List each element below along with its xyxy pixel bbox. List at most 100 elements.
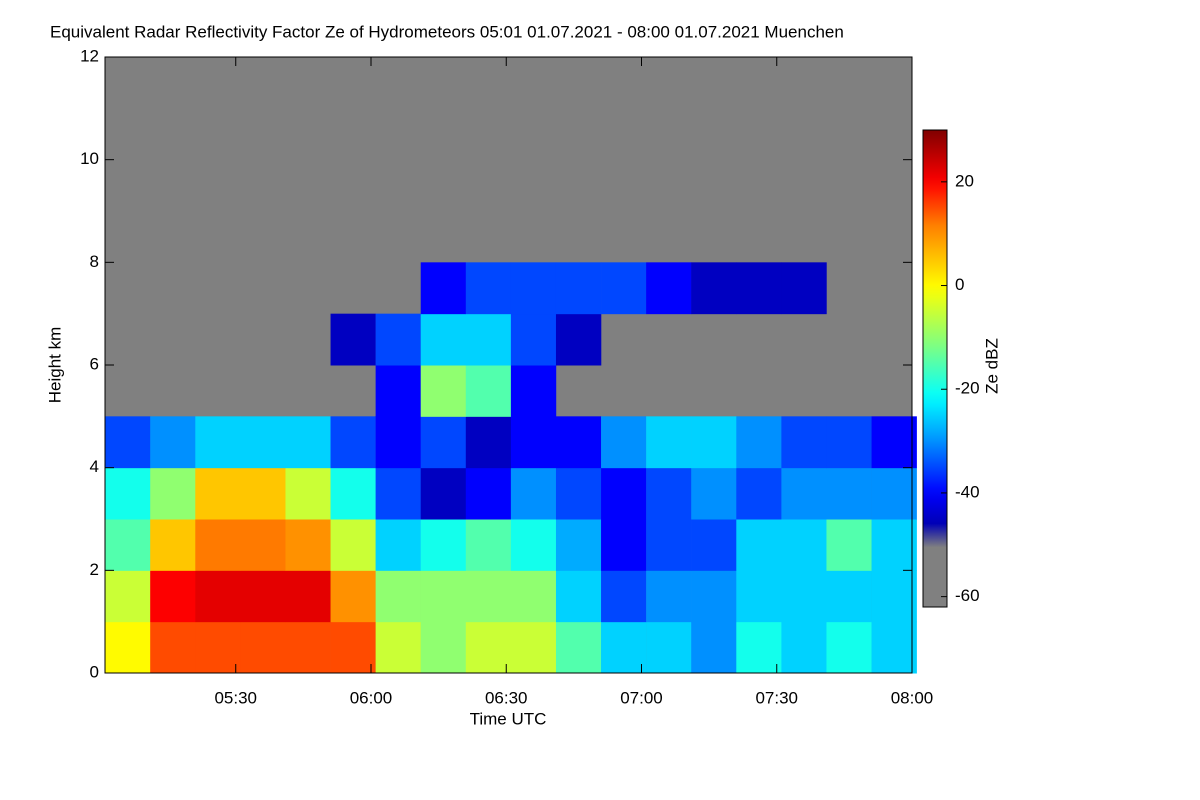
chart-title: Equivalent Radar Reflectivity Factor Ze …	[50, 22, 844, 41]
heatmap-cell	[736, 519, 782, 571]
heatmap-cell	[420, 621, 467, 674]
heatmap-cell	[330, 416, 376, 469]
heatmap-cell	[105, 621, 151, 674]
y-axis-label: Height km	[45, 327, 64, 404]
x-tick-label: 06:30	[485, 688, 528, 707]
heatmap-cell	[465, 416, 512, 469]
heatmap-cell	[240, 621, 286, 674]
heatmap-cell	[375, 621, 421, 674]
heatmap-cell	[555, 519, 602, 571]
heatmap-cell	[826, 519, 872, 571]
heatmap-cell	[826, 467, 872, 520]
heatmap-cell	[330, 313, 376, 366]
heatmap-cell	[375, 313, 421, 366]
heatmap-cell	[601, 519, 647, 571]
heatmap-cell	[781, 570, 827, 623]
heatmap-cell	[375, 467, 421, 520]
heatmap-cell	[330, 467, 376, 520]
colorbar	[922, 129, 948, 608]
y-tick-label: 6	[90, 354, 99, 373]
x-tick-label: 06:00	[350, 688, 393, 707]
heatmap-cell	[285, 621, 331, 674]
colorbar-tick-label: 20	[955, 171, 974, 190]
y-tick-label: 8	[90, 252, 99, 271]
heatmap-cell	[240, 467, 286, 520]
colorbar-tick-label: -60	[955, 586, 980, 605]
heatmap-cell	[240, 519, 286, 571]
heatmap-cell	[330, 621, 376, 674]
heatmap-cell	[420, 519, 467, 571]
heatmap-cell	[555, 262, 602, 315]
heatmap-cell	[510, 621, 557, 674]
heatmap-cell	[601, 570, 647, 623]
heatmap-cell	[781, 262, 827, 315]
heatmap-cell	[375, 365, 421, 417]
heatmap-cell	[420, 313, 467, 366]
y-tick-label: 12	[80, 46, 99, 65]
heatmap-cell	[195, 621, 241, 674]
heatmap-cell	[646, 262, 692, 315]
heatmap-cell	[285, 519, 331, 571]
heatmap-cell	[330, 570, 376, 623]
heatmap-cell	[465, 262, 512, 315]
heatmap-cell	[555, 416, 602, 469]
heatmap-cell	[691, 262, 737, 315]
x-axis-label: Time UTC	[470, 709, 547, 728]
heatmap-cell	[781, 519, 827, 571]
heatmap-cell	[150, 570, 196, 623]
heatmap-cell	[781, 621, 827, 674]
heatmap-cell	[375, 570, 421, 623]
y-tick-label: 0	[90, 662, 99, 681]
heatmap-cell	[736, 467, 782, 520]
heatmap-cell	[510, 313, 557, 366]
heatmap-cell	[646, 467, 692, 520]
heatmap-cell	[420, 570, 467, 623]
heatmap-cell	[195, 416, 241, 469]
heatmap-cell	[646, 621, 692, 674]
heatmap-cell	[285, 416, 331, 469]
heatmap-cell	[555, 570, 602, 623]
heatmap-cell	[871, 621, 917, 674]
y-tick-label: 10	[80, 149, 99, 168]
heatmap-cell	[420, 416, 467, 469]
heatmap-cell	[375, 416, 421, 469]
x-tick-label: 07:00	[620, 688, 663, 707]
heatmap-cell	[510, 519, 557, 571]
heatmap-cell	[646, 570, 692, 623]
heatmap-cell	[465, 621, 512, 674]
heatmap-cell	[736, 416, 782, 469]
heatmap-cell	[150, 519, 196, 571]
heatmap-cell	[465, 570, 512, 623]
heatmap-cell	[555, 467, 602, 520]
colorbar-tick-label: -20	[955, 379, 980, 398]
heatmap-cell	[240, 570, 286, 623]
heatmap-cell	[691, 467, 737, 520]
y-tick-label: 2	[90, 560, 99, 579]
heatmap-cell	[691, 621, 737, 674]
heatmap-cell	[555, 313, 602, 366]
heatmap-cell	[691, 416, 737, 469]
colorbar-label: Ze dBZ	[982, 338, 1001, 394]
heatmap-cell	[871, 467, 917, 520]
heatmap-cell	[375, 519, 421, 571]
heatmap-cell	[465, 313, 512, 366]
heatmap-cell	[105, 416, 151, 469]
heatmap-cell	[510, 416, 557, 469]
heatmap-cell	[601, 416, 647, 469]
heatmap-cell	[646, 416, 692, 469]
heatmap-cell	[871, 519, 917, 571]
heatmap-cell	[510, 262, 557, 315]
x-tick-label: 08:00	[891, 688, 934, 707]
heatmap-cell	[330, 519, 376, 571]
heatmap-cell	[826, 621, 872, 674]
heatmap-cell	[465, 365, 512, 417]
heatmap-cell	[195, 519, 241, 571]
heatmap-cell	[465, 467, 512, 520]
heatmap-cell	[420, 467, 467, 520]
y-tick-label: 4	[90, 457, 99, 476]
heatmap-cell	[646, 519, 692, 571]
heatmap-cell	[826, 416, 872, 469]
heatmap-cell	[510, 365, 557, 417]
heatmap-cell	[285, 570, 331, 623]
heatmap-cell	[150, 621, 196, 674]
